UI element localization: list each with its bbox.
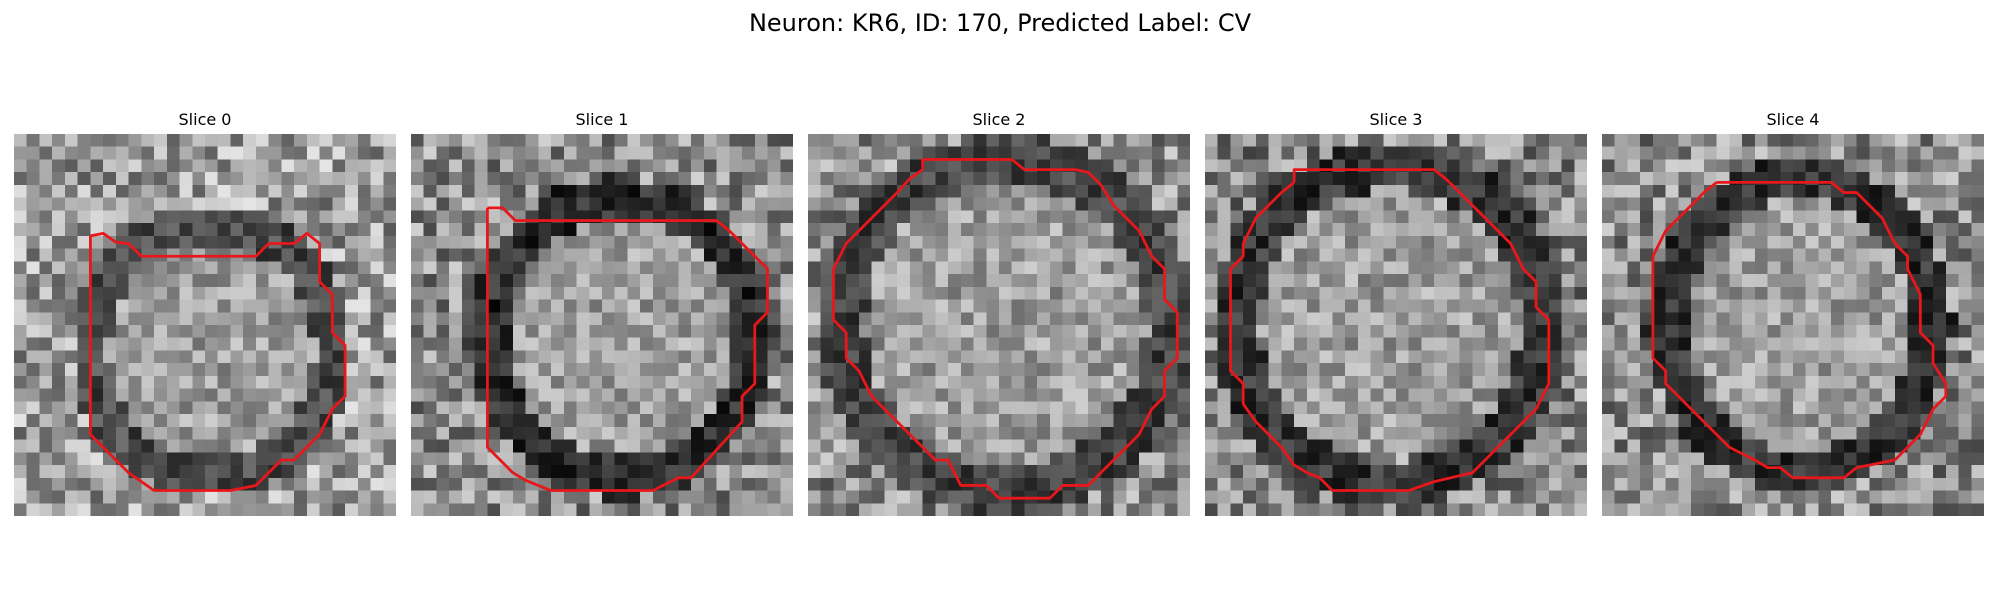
slice-image	[1602, 134, 1984, 516]
slice-panel-4: Slice 4	[1602, 110, 1984, 516]
roi-contour-layer	[485, 206, 769, 492]
grayscale-slice	[808, 134, 1190, 516]
roi-contour	[485, 206, 769, 492]
roi-contour-layer	[832, 158, 1179, 500]
slice-title: Slice 2	[972, 110, 1026, 129]
slice-image	[808, 134, 1190, 516]
roi-contour	[832, 158, 1179, 500]
roi-contour-layer	[1229, 168, 1551, 492]
slice-title: Slice 4	[1766, 110, 1820, 129]
slice-panel-0: Slice 0	[14, 110, 396, 516]
slice-title: Slice 3	[1369, 110, 1423, 129]
slice-image	[411, 134, 793, 516]
slice-title: Slice 0	[178, 110, 232, 129]
grayscale-slice	[411, 134, 793, 516]
slice-image	[14, 134, 396, 516]
grayscale-slice	[1205, 134, 1587, 516]
slice-panel-1: Slice 1	[411, 110, 793, 516]
slice-image	[1205, 134, 1587, 516]
roi-contour-layer	[88, 231, 347, 492]
roi-contour	[88, 231, 347, 492]
roi-contour	[1229, 168, 1551, 492]
roi-contour-layer	[1651, 180, 1948, 480]
roi-contour	[1651, 180, 1948, 480]
slice-panel-3: Slice 3	[1205, 110, 1587, 516]
slice-panel-2: Slice 2	[808, 110, 1190, 516]
slice-title: Slice 1	[575, 110, 629, 129]
figure-title: Neuron: KR6, ID: 170, Predicted Label: C…	[748, 9, 1252, 37]
